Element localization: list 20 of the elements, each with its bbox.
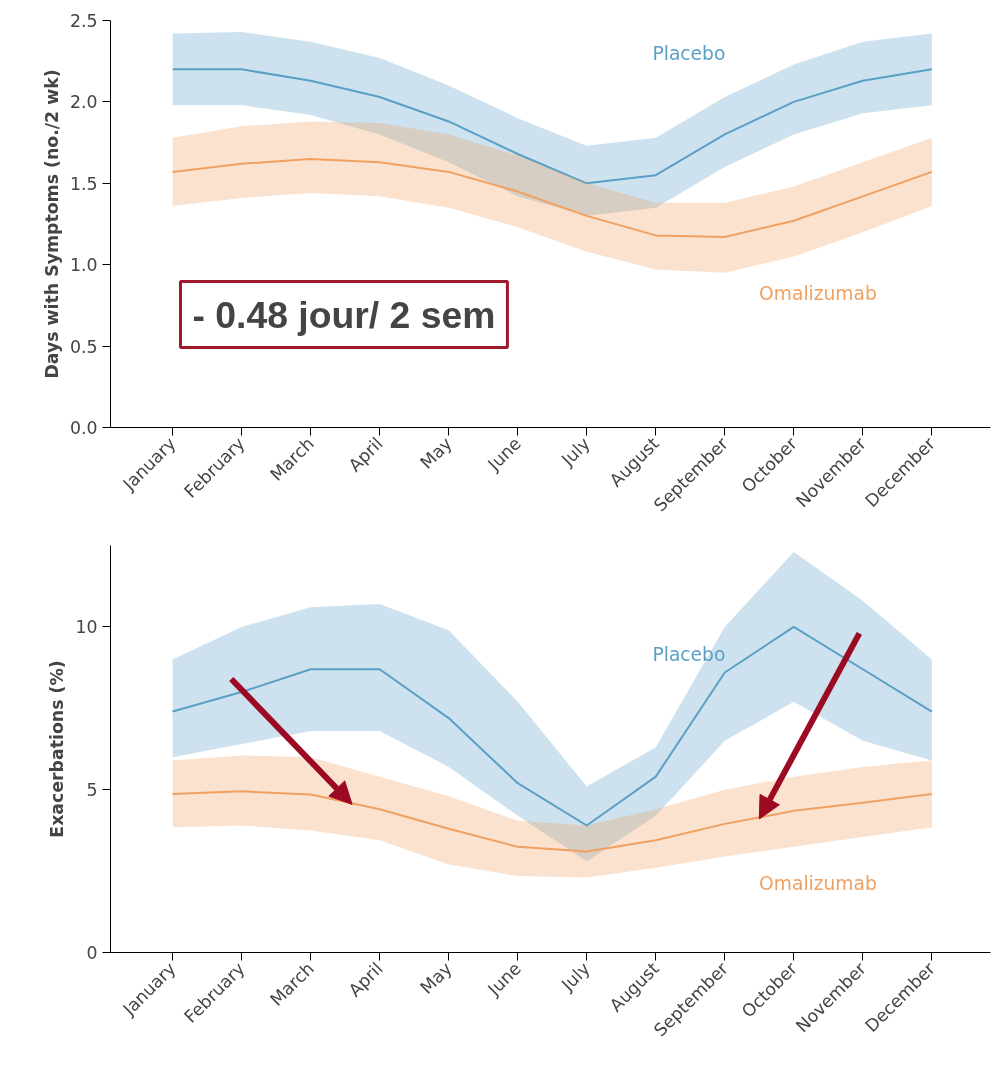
series-label: Placebo — [652, 644, 726, 666]
y-tick-label: 0.5 — [69, 336, 98, 357]
y-tick-label: 1.0 — [69, 255, 98, 276]
y-tick-label: 0 — [86, 943, 98, 963]
text: Placebo — [652, 42, 726, 64]
y-axis-title: Days with Symptoms (no./2 wk) — [41, 69, 62, 379]
line-series — [171, 157, 933, 239]
y-tick-label: 1.5 — [69, 173, 98, 194]
y-tick-label: 2.0 — [69, 92, 98, 113]
annotation: - 0.48 jour/ 2 sem — [192, 293, 496, 336]
text: Omalizumab — [759, 872, 877, 894]
y-tick-label: 5 — [86, 780, 98, 801]
y-tick-label: 10 — [75, 617, 98, 638]
y-axis-title: Exacerbations (%) — [47, 660, 68, 838]
line-series — [171, 790, 933, 853]
line-series — [171, 68, 933, 185]
y-tick-label: 2.5 — [69, 11, 98, 31]
y-tick-label: 0.0 — [69, 418, 98, 438]
text: Omalizumab — [759, 282, 877, 304]
line-series — [171, 625, 933, 827]
